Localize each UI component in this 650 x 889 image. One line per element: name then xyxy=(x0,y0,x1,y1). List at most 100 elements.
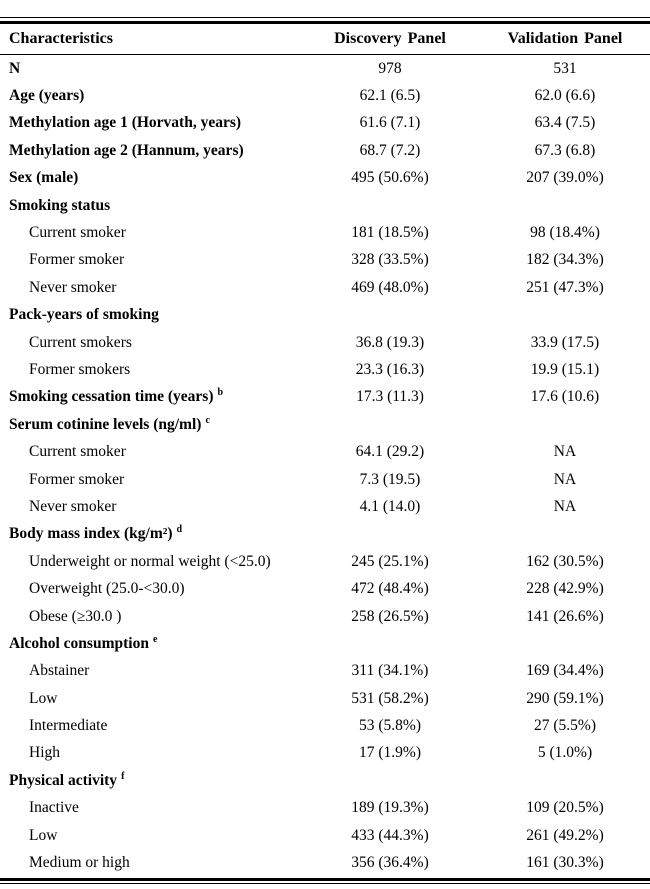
row-label: Obese (≥30.0 ) xyxy=(29,607,122,625)
table-row: Methylation age 2 (Hannum, years) 68.7 (… xyxy=(0,137,650,164)
table-row: Current smoker 181 (18.5%) 98 (18.4%) xyxy=(0,219,650,246)
row-label: Inactive xyxy=(29,799,79,817)
row-label-cell: Former smoker xyxy=(0,466,300,493)
row-label-cell: Physical activity f xyxy=(0,767,300,794)
table-row: Sex (male) 495 (50.6%) 207 (39.0%) xyxy=(0,165,650,192)
footnote-marker: b xyxy=(217,387,224,399)
table-row: Inactive 189 (19.3%) 109 (20.5%) xyxy=(0,795,650,822)
validation-value: 27 (5.5%) xyxy=(534,717,596,735)
discovery-value: 258 (26.5%) xyxy=(351,607,429,625)
discovery-value xyxy=(300,521,480,548)
table-bottom-inner-rule xyxy=(0,877,650,881)
table-row: Never smoker 469 (48.0%) 251 (47.3%) xyxy=(0,274,650,301)
footnote-marker: d xyxy=(176,524,183,536)
row-label: Low xyxy=(29,826,58,844)
row-label-cell: Low xyxy=(0,822,300,849)
row-label-cell: Sex (male) xyxy=(0,165,300,192)
discovery-value xyxy=(300,630,480,657)
validation-value: 161 (30.3%) xyxy=(526,854,604,872)
row-label: Never smoker xyxy=(29,278,117,296)
table-row: Obese (≥30.0 ) 258 (26.5%) 141 (26.6%) xyxy=(0,603,650,630)
discovery-value: 495 (50.6%) xyxy=(351,169,429,187)
discovery-value: 433 (44.3%) xyxy=(351,826,429,844)
row-label: Underweight or normal weight (<25.0) xyxy=(29,552,271,570)
validation-value: 182 (34.3%) xyxy=(526,251,604,269)
footnote-marker: e xyxy=(152,633,158,645)
row-label-cell: Never smoker xyxy=(0,274,300,301)
row-label-cell: N xyxy=(0,55,300,83)
table-row: Former smokers 23.3 (16.3) 19.9 (15.1) xyxy=(0,356,650,383)
validation-value: 251 (47.3%) xyxy=(526,278,604,296)
header-validation-panel: Validation Panel xyxy=(480,24,650,55)
validation-value: NA xyxy=(553,443,577,461)
row-label: Age (years) xyxy=(9,87,85,105)
row-label: Overweight (25.0-<30.0) xyxy=(29,580,185,598)
row-label: Pack-years of smoking xyxy=(9,306,159,324)
table-row: Overweight (25.0-<30.0) 472 (48.4%) 228 … xyxy=(0,575,650,602)
header-discovery-panel: Discovery Panel xyxy=(300,24,480,55)
discovery-value: 68.7 (7.2) xyxy=(359,141,421,159)
discovery-value xyxy=(300,411,480,438)
discovery-value: 17.3 (11.3) xyxy=(356,388,424,406)
row-label: Smoking status xyxy=(9,196,111,214)
validation-value xyxy=(480,521,650,548)
row-label: Former smoker xyxy=(29,251,125,269)
row-label: Low xyxy=(29,689,58,707)
row-label: Physical activity xyxy=(9,771,118,789)
row-label-cell: Current smoker xyxy=(0,219,300,246)
row-label-cell: Pack-years of smoking xyxy=(0,302,300,329)
discovery-value xyxy=(300,192,480,219)
validation-value: 62.0 (6.6) xyxy=(534,87,596,105)
row-label-cell: Intermediate xyxy=(0,712,300,739)
validation-value: 109 (20.5%) xyxy=(526,799,604,817)
table-row: Underweight or normal weight (<25.0) 245… xyxy=(0,548,650,575)
discovery-value: 181 (18.5%) xyxy=(351,224,429,242)
row-label: Serum cotinine levels (ng/ml) xyxy=(9,415,202,433)
table-row: Methylation age 1 (Horvath, years) 61.6 … xyxy=(0,110,650,137)
row-label: Sex (male) xyxy=(9,169,79,187)
table-body: N 978 531 Age (years) 62.1 (6.5) 62.0 (6… xyxy=(0,55,650,877)
table-row: High 17 (1.9%) 5 (1.0%) xyxy=(0,740,650,767)
discovery-value: 62.1 (6.5) xyxy=(359,87,421,105)
row-label-cell: High xyxy=(0,740,300,767)
discovery-value: 36.8 (19.3) xyxy=(355,333,425,351)
row-label-cell: Serum cotinine levels (ng/ml) c xyxy=(0,411,300,438)
discovery-value: 245 (25.1%) xyxy=(351,552,429,570)
discovery-value: 64.1 (29.2) xyxy=(355,443,425,461)
row-label-cell: Former smokers xyxy=(0,356,300,383)
table-row: Smoking status xyxy=(0,192,650,219)
row-label-cell: Alcohol consumption e xyxy=(0,630,300,657)
row-label-cell: Age (years) xyxy=(0,82,300,109)
table-row: Abstainer 311 (34.1%) 169 (34.4%) xyxy=(0,658,650,685)
validation-value xyxy=(480,192,650,219)
discovery-value: 978 xyxy=(378,59,402,77)
row-label-cell: Body mass index (kg/m²) d xyxy=(0,521,300,548)
footnote-marker: f xyxy=(121,770,125,782)
header-characteristics: Characteristics xyxy=(0,24,300,55)
table-row: Age (years) 62.1 (6.5) 62.0 (6.6) xyxy=(0,82,650,109)
row-label: N xyxy=(9,59,21,77)
discovery-value: 328 (33.5%) xyxy=(351,251,429,269)
discovery-value: 23.3 (16.3) xyxy=(355,360,425,378)
validation-value: 261 (49.2%) xyxy=(526,826,604,844)
row-label-cell: Inactive xyxy=(0,795,300,822)
discovery-value: 189 (19.3%) xyxy=(351,799,429,817)
table-top-outer-rule xyxy=(0,17,650,18)
table-row: Low 531 (58.2%) 290 (59.1%) xyxy=(0,685,650,712)
row-label-cell: Low xyxy=(0,685,300,712)
discovery-value xyxy=(300,302,480,329)
discovery-value: 53 (5.8%) xyxy=(359,717,421,735)
row-label-cell: Former smoker xyxy=(0,247,300,274)
row-label-cell: Never smoker xyxy=(0,493,300,520)
row-label: Methylation age 2 (Hannum, years) xyxy=(9,141,244,159)
validation-value: 290 (59.1%) xyxy=(526,689,604,707)
table-row: Serum cotinine levels (ng/ml) c xyxy=(0,411,650,438)
table-row: Former smoker 7.3 (19.5) NA xyxy=(0,466,650,493)
row-label-cell: Underweight or normal weight (<25.0) xyxy=(0,548,300,575)
discovery-value xyxy=(300,767,480,794)
footnote-marker: c xyxy=(205,414,210,426)
row-label: High xyxy=(29,744,60,762)
validation-value: 141 (26.6%) xyxy=(526,607,604,625)
table-row: Physical activity f xyxy=(0,767,650,794)
row-label-cell: Obese (≥30.0 ) xyxy=(0,603,300,630)
